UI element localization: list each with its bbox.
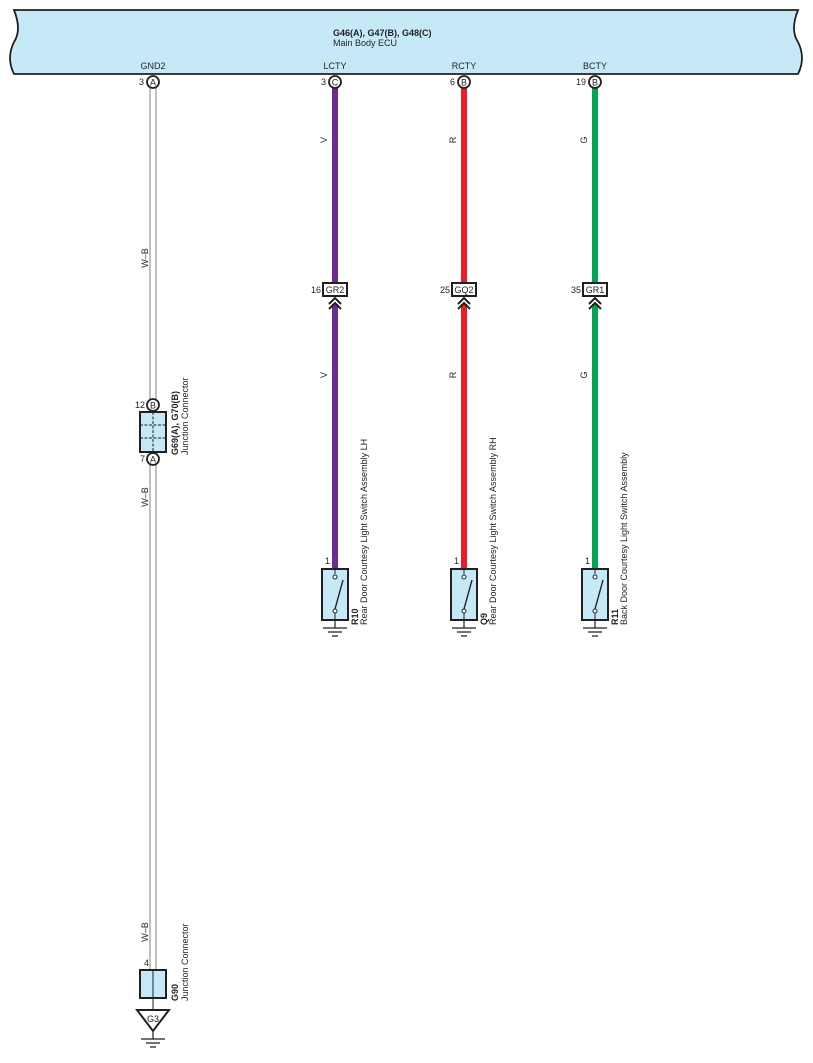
switch-contact: [592, 608, 598, 614]
ecu-name: Main Body ECU: [333, 38, 397, 48]
junction-pin-top-number: 12: [135, 400, 145, 410]
wire-color-label: R: [448, 371, 458, 378]
ground-point-icon: [134, 1009, 172, 1033]
pin-connector-letter: B: [461, 78, 467, 88]
inline-connector-code: GR1: [586, 285, 605, 295]
switch-icon: [594, 579, 604, 610]
switch-contact: [461, 574, 467, 580]
wire-color-label: W–B: [140, 922, 150, 942]
switch-name: Rear Door Courtesy Light Switch Assembly…: [359, 439, 369, 625]
junction-connector-name: Junction Connector: [180, 377, 190, 455]
ground-point-label: G3: [147, 1014, 159, 1024]
wire-color-label: G: [579, 371, 589, 378]
junction-connector-code: G69(A), G70(B): [170, 391, 180, 455]
switch-pin: 1: [325, 556, 330, 566]
wire-color-label: V: [319, 137, 329, 143]
switch-icon: [463, 579, 473, 610]
switch-name: Rear Door Courtesy Light Switch Assembly…: [488, 437, 498, 625]
wire-color-label: R: [448, 136, 458, 143]
inline-connector: [451, 282, 477, 297]
pin-connector-letter: A: [150, 78, 156, 88]
pin-number: 3: [321, 77, 326, 87]
ecu-box: [9, 9, 803, 75]
pin-connector-icon: [457, 75, 471, 89]
switch-pin: 1: [585, 556, 590, 566]
pin-connector-letter: C: [332, 78, 339, 88]
ground-icon: [452, 620, 476, 637]
chevron-up-icon: [328, 296, 342, 310]
ground-connector-code: G90: [170, 984, 180, 1001]
wire-color-label: W–B: [140, 487, 150, 507]
terminal-label: LCTY: [323, 61, 346, 71]
junction-pin-top-icon: [146, 398, 160, 412]
pin-connector-letter: B: [592, 78, 598, 88]
pin-connector-icon: [328, 75, 342, 89]
inline-connector-code: GR2: [326, 285, 345, 295]
switch-code: R11: [610, 609, 620, 625]
chevron-up-icon: [457, 296, 471, 310]
junction-pin-top-letter: B: [150, 401, 156, 411]
wire-color-label: W–B: [140, 248, 150, 268]
terminal-label: GND2: [140, 61, 165, 71]
switch-code: R10: [350, 608, 360, 625]
inline-connector-pin: 35: [571, 285, 581, 295]
inline-connector-pin: 16: [311, 285, 321, 295]
wire-w-b: [149, 464, 157, 971]
junction-pin-bottom-icon: [146, 452, 160, 466]
pin-number: 19: [576, 77, 586, 87]
pin-connector-icon: [146, 75, 160, 89]
pin-number: 3: [139, 77, 144, 87]
switch-contact: [332, 608, 338, 614]
inline-connector-pin: 25: [440, 285, 450, 295]
inline-connector: [322, 282, 348, 297]
junction-pin-bottom-number: 7: [140, 454, 145, 464]
ground-icon: [583, 620, 607, 637]
ground-icon: [141, 1031, 165, 1048]
switch-icon: [334, 579, 344, 610]
switch-contact: [592, 574, 598, 580]
switch-pin: 1: [454, 556, 459, 566]
junction-pin-bottom-letter: A: [150, 455, 156, 465]
wire-w-b: [149, 87, 157, 406]
wire-color-label: V: [319, 372, 329, 378]
pin-number: 6: [450, 77, 455, 87]
switch-code: Q9: [479, 613, 489, 625]
wire-color-label: G: [579, 136, 589, 143]
ground-icon: [323, 620, 347, 637]
ground-connector-pin: 4: [144, 958, 149, 968]
inline-connector-code: GQ2: [454, 285, 473, 295]
pin-connector-icon: [588, 75, 602, 89]
ecu-code: G46(A), G47(B), G48(C): [333, 28, 432, 38]
switch-contact: [332, 574, 338, 580]
switch-contact: [461, 608, 467, 614]
ground-connector-name: Junction Connector: [180, 923, 190, 1001]
switch-name: Back Door Courtesy Light Switch Assembly: [619, 452, 629, 625]
terminal-label: BCTY: [583, 61, 607, 71]
terminal-label: RCTY: [452, 61, 477, 71]
chevron-up-icon: [588, 296, 602, 310]
junction-connector-grid: [140, 412, 166, 452]
inline-connector: [582, 282, 608, 297]
